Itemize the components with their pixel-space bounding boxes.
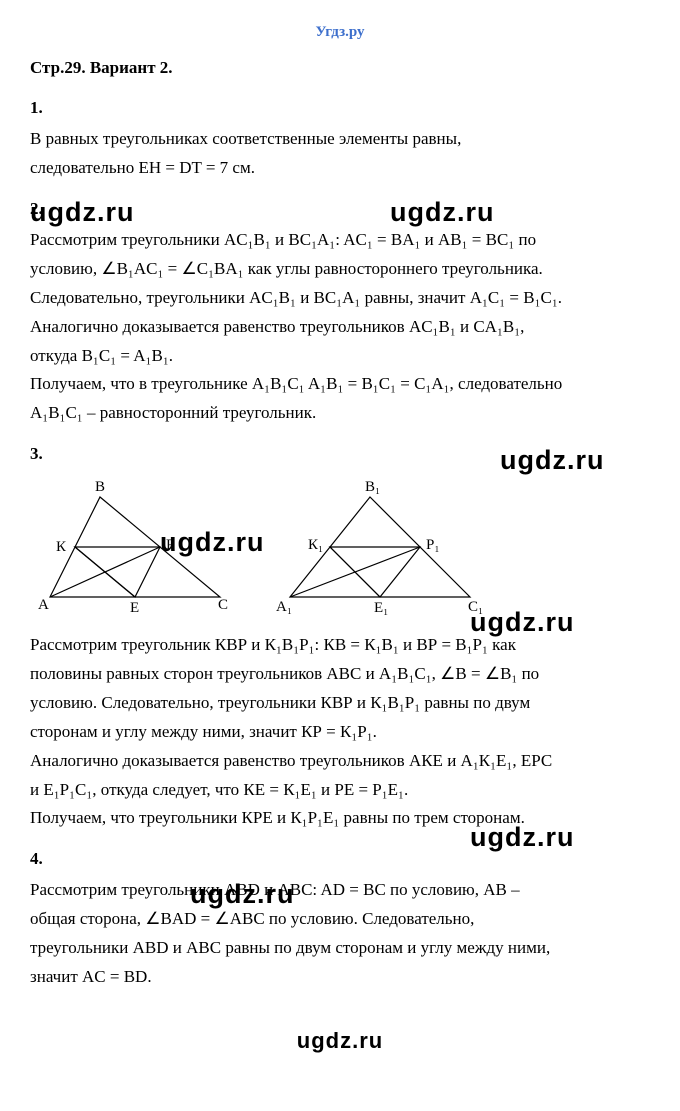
site-header: Угдз.ру: [30, 20, 650, 46]
q3-text-line: Получаем, что треугольники КРЕ и К₁Р₁E₁ …: [30, 804, 650, 833]
q2-text-line: откуда B₁C₁ = A₁B₁.: [30, 342, 650, 371]
q3-text-line: Аналогично доказывается равенство треуго…: [30, 747, 650, 776]
vertex-label: A₁: [276, 599, 292, 615]
q3-text-line: сторонам и углу между ними, значит КР = …: [30, 718, 650, 747]
q2-text-line: Аналогично доказывается равенство треуго…: [30, 313, 650, 342]
vertex-label: B₁: [365, 479, 380, 495]
triangle-diagram-2: B₁ К₁ Р₁ A₁ Е₁ С₁: [270, 477, 490, 617]
q2-text-line: A₁B₁C₁ – равносторонний треугольник.: [30, 399, 650, 428]
q1-text-line: В равных треугольниках соответственные э…: [30, 125, 650, 154]
page-title: Стр.29. Вариант 2.: [30, 54, 650, 83]
vertex-label: A: [38, 597, 49, 613]
triangle-diagram-1: B К Р A Е С: [30, 477, 230, 617]
question-1: 1. В равных треугольниках соответственны…: [30, 94, 650, 183]
question-4: 4. Рассмотрим треугольники ABD и ABC: AD…: [30, 845, 650, 991]
q3-number: 3.: [30, 440, 650, 469]
q4-text-line: треугольники ABD и ABC равны по двум сто…: [30, 934, 650, 963]
q1-number: 1.: [30, 94, 650, 123]
site-footer: ugdz.ru: [30, 1022, 650, 1059]
q2-text-line: Получаем, что в треугольнике A₁B₁C₁ A₁B₁…: [30, 370, 650, 399]
vertex-label: Е₁: [374, 600, 388, 616]
q4-text-line: общая сторона, ∠BAD = ∠ABC по условию. С…: [30, 905, 650, 934]
q3-text-line: половины равных сторон треугольников АВС…: [30, 660, 650, 689]
q2-text-line: условию, ∠B₁AC₁ = ∠C₁BA₁ как углы равнос…: [30, 255, 650, 284]
q4-text-line: значит AC = BD.: [30, 963, 650, 992]
q2-text-line: Рассмотрим треугольники AC₁B₁ и BC₁A₁: A…: [30, 226, 650, 255]
question-2: 2. Рассмотрим треугольники AC₁B₁ и BC₁A₁…: [30, 195, 650, 428]
vertex-label: С: [218, 597, 228, 613]
q3-diagrams: B К Р A Е С B₁ К₁ Р₁ A₁ Е₁ С₁: [30, 477, 650, 617]
q1-text-line: следовательно EH = DT = 7 см.: [30, 154, 650, 183]
q3-text-line: условию. Следовательно, треугольники КВР…: [30, 689, 650, 718]
vertex-label: Р₁: [426, 537, 440, 553]
q4-text-line: Рассмотрим треугольники ABD и ABC: AD = …: [30, 876, 650, 905]
vertex-label: С₁: [468, 599, 483, 615]
vertex-label: К: [56, 539, 67, 555]
q4-number: 4.: [30, 845, 650, 874]
question-3: 3. B К Р A Е С: [30, 440, 650, 833]
vertex-label: Е: [130, 600, 139, 616]
q3-text-line: и E₁Р₁C₁, откуда следует, что КЕ = К₁E₁ …: [30, 776, 650, 805]
vertex-label: B: [95, 479, 105, 495]
q2-text-line: Следовательно, треугольники AC₁B₁ и BC₁A…: [30, 284, 650, 313]
q3-text-line: Рассмотрим треугольник КВР и К₁В₁Р₁: КВ …: [30, 631, 650, 660]
vertex-label: К₁: [308, 537, 323, 553]
vertex-label: Р: [166, 537, 174, 553]
q2-number: 2.: [30, 195, 650, 224]
